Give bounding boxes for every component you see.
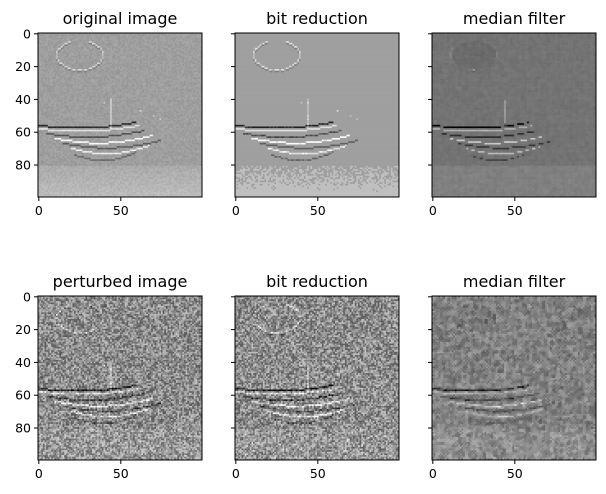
y-tick-label: 0 — [23, 289, 31, 304]
x-tick-label: 0 — [35, 466, 43, 481]
x-tick-label: 50 — [507, 466, 523, 481]
y-tick-label: 20 — [15, 322, 31, 337]
y-tick-label: 0 — [23, 26, 31, 41]
x-tick-label: 0 — [232, 466, 240, 481]
y-tick-label: 80 — [15, 158, 31, 173]
x-tick-label: 50 — [113, 466, 129, 481]
y-tick-label: 60 — [15, 388, 31, 403]
panel-title: perturbed image — [53, 272, 188, 291]
panel-title: bit reduction — [266, 272, 368, 291]
y-tick-label: 60 — [15, 125, 31, 140]
panel-3: perturbed image 0 50 0 20 40 60 80 — [15, 272, 202, 481]
x-tick-label: 50 — [507, 203, 523, 218]
panel-image — [432, 33, 596, 197]
panel-5: median filter 0 50 — [428, 272, 596, 481]
panel-title: bit reduction — [266, 9, 368, 28]
panel-2: median filter 0 50 — [428, 9, 596, 218]
panel-title: median filter — [463, 272, 566, 291]
x-tick-label: 0 — [429, 466, 437, 481]
x-tick-label: 0 — [35, 203, 43, 218]
x-tick-label: 50 — [310, 466, 326, 481]
y-tick-label: 80 — [15, 421, 31, 436]
x-tick-label: 0 — [429, 203, 437, 218]
x-tick-label: 50 — [113, 203, 129, 218]
panel-title: median filter — [463, 9, 566, 28]
panel-image — [235, 296, 399, 460]
panel-1: bit reduction 0 50 — [231, 9, 399, 218]
panel-0: original image 0 50 0 20 40 60 80 — [15, 9, 202, 218]
x-tick-label: 0 — [232, 203, 240, 218]
panel-image — [432, 296, 596, 460]
y-tick-label: 40 — [15, 355, 31, 370]
panel-4: bit reduction 0 50 — [231, 272, 399, 481]
y-tick-label: 20 — [15, 59, 31, 74]
panel-image — [38, 33, 202, 197]
panel-title: original image — [63, 9, 178, 28]
panel-image — [235, 33, 399, 197]
y-tick-label: 40 — [15, 92, 31, 107]
x-tick-label: 50 — [310, 203, 326, 218]
panel-image — [38, 296, 202, 460]
